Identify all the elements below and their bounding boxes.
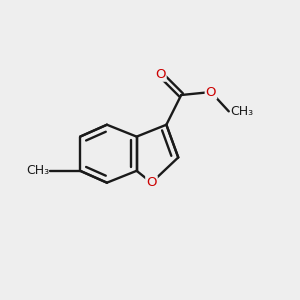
Text: CH₃: CH₃	[26, 164, 49, 177]
Text: O: O	[206, 85, 216, 98]
Text: O: O	[146, 176, 157, 189]
Text: O: O	[155, 68, 166, 81]
Text: CH₃: CH₃	[230, 105, 254, 118]
